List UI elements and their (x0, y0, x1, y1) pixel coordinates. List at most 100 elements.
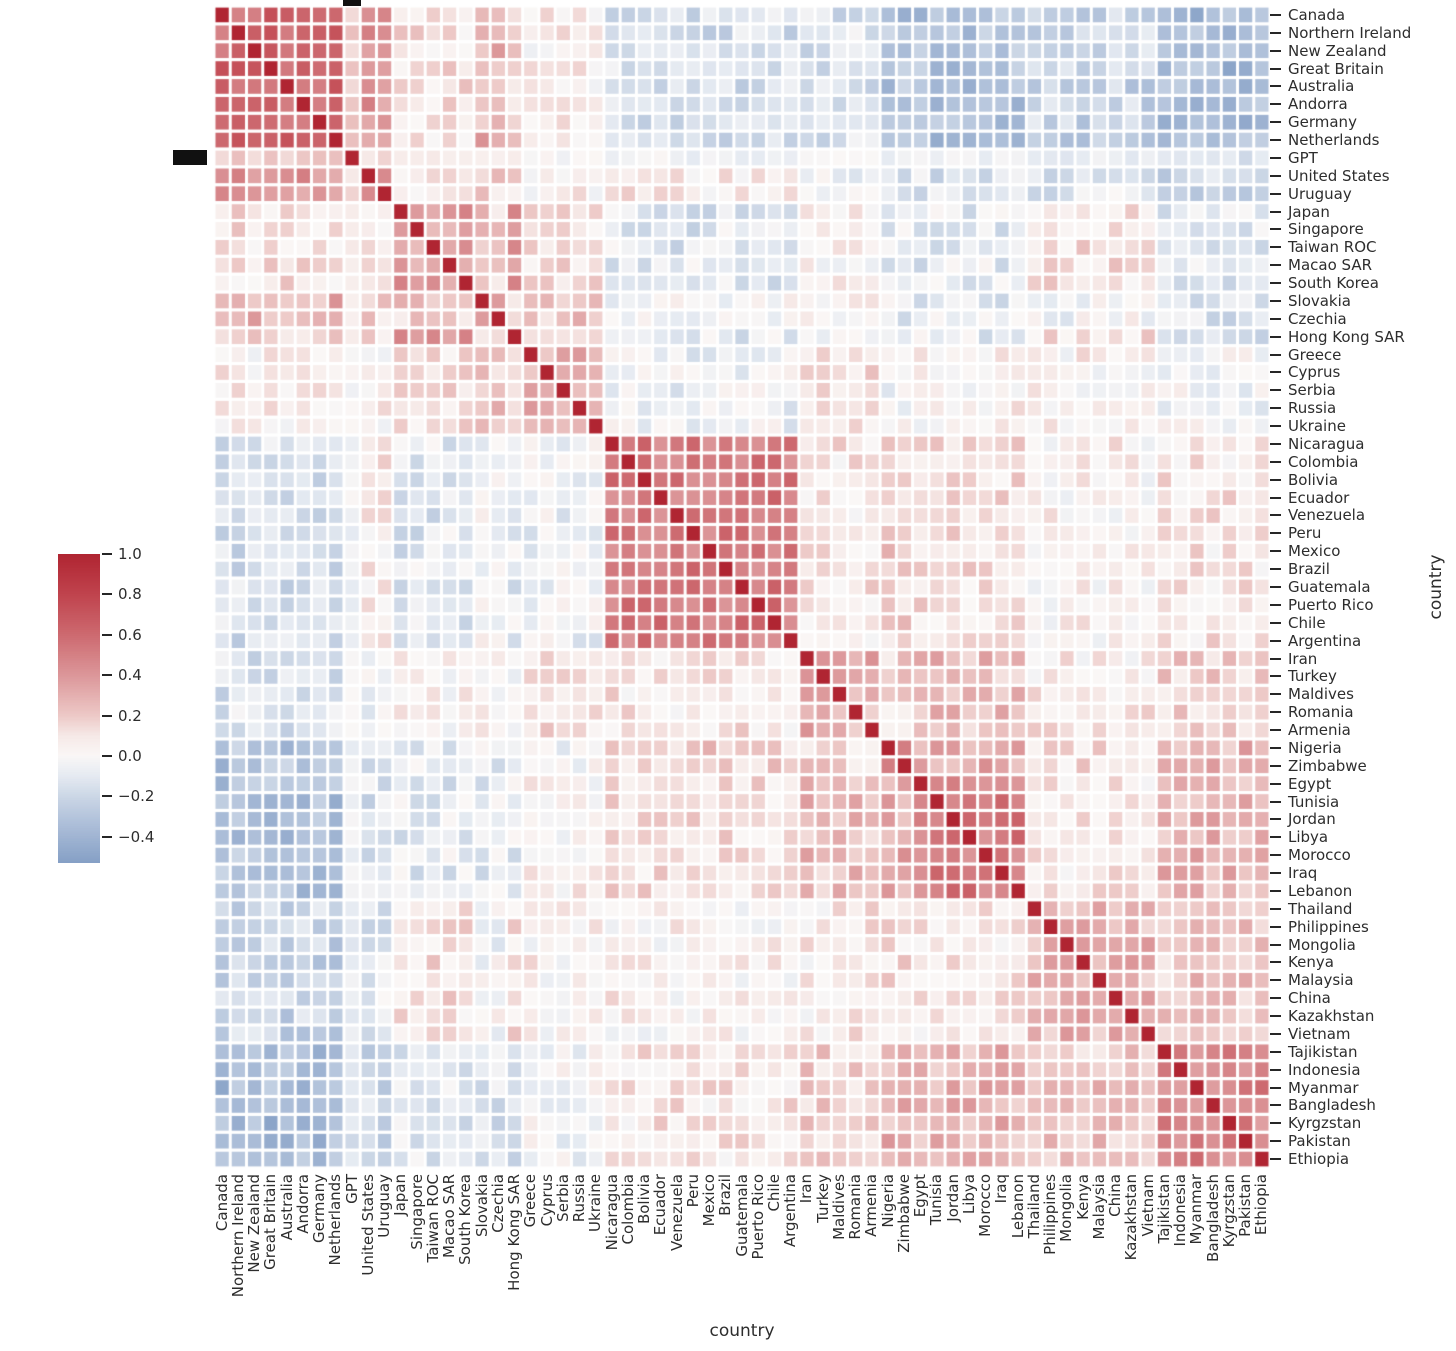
y-tick-dash (1270, 961, 1281, 964)
y-tick-label-lebanon: Lebanon (1288, 881, 1353, 900)
colorbar-tick-label: −0.4 (118, 827, 155, 846)
colorbar-tick-label: 1.0 (118, 545, 142, 563)
y-tick-dash (1270, 31, 1281, 34)
y-tick-label-guatemala: Guatemala (1288, 578, 1371, 596)
y-tick-dash (1270, 657, 1281, 660)
colorbar-tick-dash (102, 674, 112, 677)
y-tick-dash (1270, 854, 1281, 857)
y-tick-label-myanmar: Myanmar (1288, 1078, 1359, 1097)
y-tick-dash (1270, 925, 1281, 928)
y-tick-label-new-zealand: New Zealand (1288, 41, 1387, 60)
y-tick-label-chile: Chile (1288, 613, 1326, 632)
y-tick-dash (1270, 1140, 1281, 1143)
y-tick-dash (1270, 103, 1281, 106)
x-tick-label-kazakhstan: Kazakhstan (1122, 1174, 1141, 1261)
y-tick-dash (1270, 675, 1281, 678)
y-tick-dash (1270, 425, 1281, 428)
y-tick-dash (1270, 997, 1281, 1000)
x-tick-label-iran: Iran (797, 1174, 816, 1204)
y-tick-label-iran: Iran (1288, 649, 1318, 668)
y-tick-label-jordan: Jordan (1288, 810, 1336, 829)
y-tick-dash (1270, 532, 1281, 535)
y-tick-label-mexico: Mexico (1288, 542, 1341, 561)
y-tick-dash (1270, 13, 1281, 16)
y-tick-dash (1270, 889, 1281, 892)
y-axis-label: country (1426, 554, 1446, 620)
y-tick-label-bolivia: Bolivia (1288, 470, 1339, 489)
y-tick-label-ethiopia: Ethiopia (1288, 1150, 1350, 1169)
x-tick-label-great-britain: Great Britain (261, 1174, 280, 1270)
y-tick-dash (1270, 460, 1281, 463)
y-tick-label-mongolia: Mongolia (1288, 935, 1356, 954)
y-tick-dash (1270, 85, 1281, 88)
y-tick-label-cyprus: Cyprus (1288, 363, 1341, 382)
y-tick-dash (1270, 478, 1281, 481)
y-tick-label-thailand: Thailand (1288, 899, 1353, 918)
y-tick-label-brazil: Brazil (1288, 560, 1330, 579)
y-tick-label-pakistan: Pakistan (1288, 1132, 1351, 1151)
y-tick-label-germany: Germany (1288, 113, 1357, 132)
y-tick-dash (1270, 1068, 1281, 1071)
colorbar-tick-dash (102, 633, 112, 636)
y-tick-label-egypt: Egypt (1288, 774, 1332, 793)
x-tick-label-netherlands: Netherlands (326, 1174, 345, 1266)
y-tick-label-philippines: Philippines (1288, 917, 1369, 936)
y-tick-dash (1270, 353, 1281, 356)
y-tick-label-morocco: Morocco (1288, 846, 1351, 865)
y-tick-dash (1270, 228, 1281, 231)
y-tick-dash (1270, 729, 1281, 731)
x-tick-label-cyprus: Cyprus (537, 1174, 556, 1227)
y-tick-label-argentina: Argentina (1288, 631, 1362, 650)
y-tick-label-kenya: Kenya (1288, 953, 1334, 972)
y-tick-dash (1270, 317, 1281, 320)
y-tick-label-vietnam: Vietnam (1288, 1024, 1351, 1043)
x-tick-label-guatemala: Guatemala (732, 1174, 751, 1257)
y-tick-dash (1270, 603, 1281, 606)
x-tick-label-venezuela: Venezuela (667, 1174, 686, 1252)
colorbar-tick-dash (102, 714, 112, 717)
y-tick-label-japan: Japan (1288, 202, 1330, 221)
x-tick-label-iraq: Iraq (992, 1174, 1011, 1204)
y-tick-dash (1270, 943, 1281, 946)
x-tick-label-mongolia: Mongolia (1057, 1174, 1076, 1242)
y-tick-dash (1270, 496, 1281, 499)
y-tick-label-serbia: Serbia (1288, 381, 1336, 400)
y-tick-label-libya: Libya (1288, 828, 1329, 847)
y-tick-label-united-states: United States (1288, 166, 1390, 185)
y-tick-dash (1270, 1122, 1281, 1125)
y-tick-dash (1270, 693, 1281, 696)
y-tick-label-venezuela: Venezuela (1288, 506, 1366, 525)
y-tick-label-china: China (1288, 989, 1331, 1008)
y-tick-label-greece: Greece (1288, 345, 1342, 364)
y-tick-dash (1270, 49, 1281, 52)
y-tick-dash (1270, 621, 1281, 624)
y-tick-dash (1270, 818, 1281, 821)
y-tick-dash (1270, 764, 1281, 767)
x-axis-label: country (709, 1321, 775, 1341)
y-tick-label-slovakia: Slovakia (1288, 291, 1351, 310)
y-tick-label-romania: Romania (1288, 703, 1354, 722)
y-tick-dash (1270, 1086, 1281, 1089)
y-tick-label-tajikistan: Tajikistan (1288, 1042, 1358, 1061)
colorbar-tick-label: 0.6 (118, 625, 142, 644)
y-tick-dash (1270, 550, 1281, 553)
y-tick-dash (1270, 407, 1281, 410)
y-tick-dash (1270, 121, 1281, 124)
y-tick-dash (1270, 1050, 1281, 1053)
heatmap-canvas (214, 6, 1270, 1168)
x-tick-label-singapore: Singapore (407, 1174, 426, 1250)
y-tick-dash (1270, 1015, 1281, 1018)
y-tick-label-colombia: Colombia (1288, 452, 1359, 471)
colorbar-tick-dash (102, 795, 112, 798)
y-tick-label-peru: Peru (1288, 524, 1322, 543)
y-tick-dash (1270, 568, 1281, 571)
y-tick-dash (1270, 979, 1281, 982)
y-tick-dash (1270, 1032, 1281, 1035)
y-tick-label-malaysia: Malaysia (1288, 971, 1354, 990)
y-tick-dash (1270, 371, 1281, 374)
x-tick-label-south-korea: South Korea (456, 1174, 475, 1265)
y-tick-dash (1270, 836, 1281, 839)
y-tick-label-bangladesh: Bangladesh (1288, 1096, 1376, 1115)
y-tick-label-great-britain: Great Britain (1288, 59, 1384, 78)
